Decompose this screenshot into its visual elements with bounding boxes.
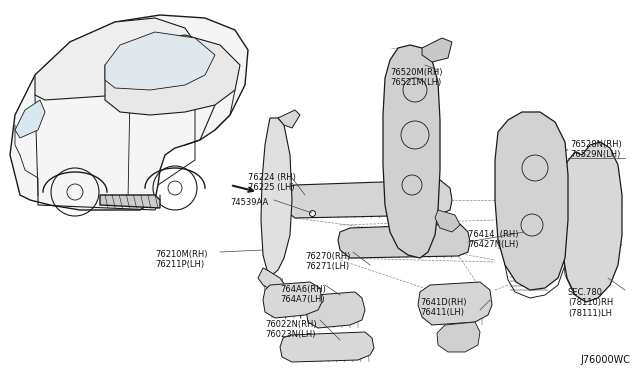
Text: 76414  (RH)
76427N(LH): 76414 (RH) 76427N(LH) <box>468 230 518 249</box>
Polygon shape <box>383 45 440 258</box>
Polygon shape <box>261 118 292 275</box>
Text: 76224 (RH)
76225 (LH): 76224 (RH) 76225 (LH) <box>248 173 296 192</box>
Polygon shape <box>263 282 322 318</box>
Text: 76210M(RH)
76211P(LH): 76210M(RH) 76211P(LH) <box>155 250 207 269</box>
Text: 74539AA: 74539AA <box>230 198 268 207</box>
Text: 76520M(RH)
76521M(LH): 76520M(RH) 76521M(LH) <box>390 68 442 87</box>
Polygon shape <box>105 32 215 90</box>
Polygon shape <box>562 142 622 302</box>
Polygon shape <box>280 332 374 362</box>
Text: 76528N(RH)
76529N(LH): 76528N(RH) 76529N(LH) <box>570 140 621 159</box>
Text: 764A6(RH)
764A7(LH): 764A6(RH) 764A7(LH) <box>280 285 326 304</box>
Polygon shape <box>278 110 300 128</box>
Polygon shape <box>437 322 480 352</box>
Polygon shape <box>105 35 240 115</box>
Polygon shape <box>418 282 492 325</box>
Polygon shape <box>283 180 452 218</box>
Polygon shape <box>306 292 365 328</box>
Polygon shape <box>495 112 568 290</box>
Polygon shape <box>10 15 248 210</box>
Polygon shape <box>35 18 200 100</box>
Text: 76270(RH)
76271(LH): 76270(RH) 76271(LH) <box>305 252 350 272</box>
Text: J76000WC: J76000WC <box>580 355 630 365</box>
Polygon shape <box>15 100 45 138</box>
Text: SEC.780
(78110)RH
(78111)LH: SEC.780 (78110)RH (78111)LH <box>568 288 613 318</box>
Polygon shape <box>258 268 285 292</box>
Text: 7641D(RH)
76411(LH): 7641D(RH) 76411(LH) <box>420 298 467 317</box>
Text: 76022N(RH)
76023N(LH): 76022N(RH) 76023N(LH) <box>265 320 317 339</box>
Polygon shape <box>100 195 160 208</box>
Polygon shape <box>422 38 452 62</box>
Polygon shape <box>435 210 460 232</box>
Polygon shape <box>338 224 470 258</box>
